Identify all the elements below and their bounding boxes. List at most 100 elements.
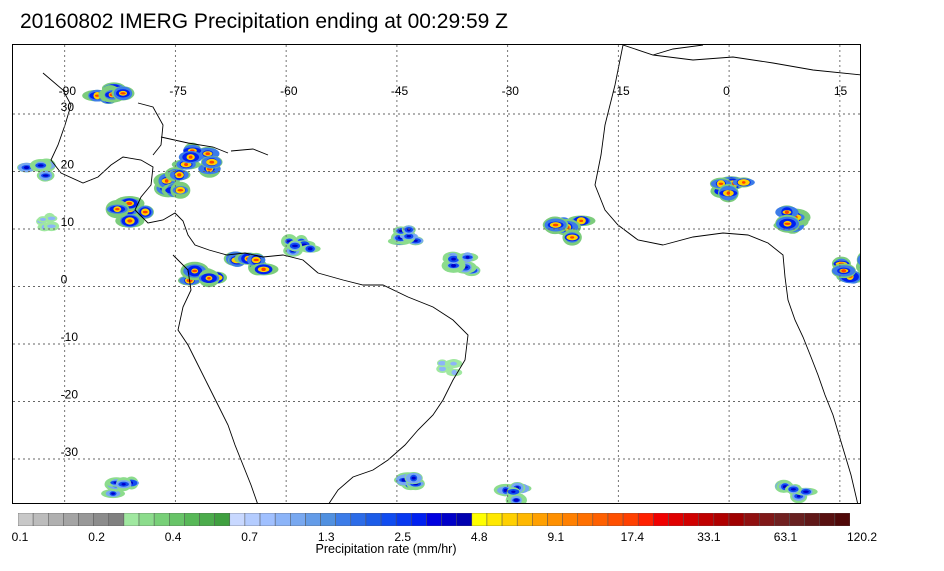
colorbar-swatch — [93, 513, 110, 526]
colorbar-swatch — [819, 513, 836, 526]
colorbar-swatch — [214, 513, 231, 526]
precip-cell — [115, 207, 120, 211]
colorbar-swatch — [395, 513, 412, 526]
coastline-south-america — [172, 254, 258, 503]
colorbar-tick-label: 0.2 — [88, 530, 105, 544]
coastline-hispaniola — [230, 148, 269, 156]
precip-cell — [796, 494, 801, 498]
longitude-label: -45 — [391, 84, 409, 98]
precip-cell — [23, 166, 30, 170]
precip-cell — [450, 361, 457, 366]
precip-cell — [450, 263, 457, 268]
precip-cell — [511, 490, 516, 493]
longitude-label: -30 — [502, 84, 520, 98]
precip-cell — [841, 269, 847, 273]
colorbar-swatch — [834, 513, 850, 526]
precip-cell — [253, 258, 259, 262]
colorbar-swatch — [32, 513, 49, 526]
colorbar-swatch — [668, 513, 684, 526]
colorbar-swatch — [592, 513, 609, 526]
precip-cell — [192, 269, 198, 273]
precip-cell — [411, 476, 416, 480]
colorbar-tick-label: 9.1 — [547, 530, 565, 544]
colorbar-swatch — [305, 513, 321, 526]
colorbar-swatch — [607, 513, 624, 526]
colorbar-tick-label: 0.1 — [11, 530, 29, 544]
precip-cell — [127, 219, 133, 223]
precip-cell — [726, 191, 731, 195]
colorbar-swatch — [274, 513, 291, 526]
colorbar-swatch — [320, 513, 336, 526]
colorbar-tick-label: 0.7 — [241, 530, 258, 544]
colorbar-swatch — [335, 513, 352, 526]
colorbar-swatch — [426, 513, 442, 526]
colorbar-swatch — [774, 513, 790, 526]
colorbar-swatch — [123, 513, 140, 526]
precip-cell — [261, 267, 266, 272]
colorbar-swatch — [562, 513, 578, 526]
precip-cell — [307, 247, 313, 251]
longitude-label: -75 — [169, 84, 187, 98]
colorbar-swatch — [441, 513, 457, 526]
coastline-africa-northwest — [594, 45, 664, 246]
colorbar-swatch — [78, 513, 94, 526]
precip-cell — [120, 92, 126, 95]
colorbar-tick-label: 33.1 — [697, 530, 721, 544]
map-canvas: -90 -75 -60 -45 -30 -15 0 15 30 20 10 0 -10 -20 -30 — [13, 45, 860, 503]
colorbar-tick-label: 17.4 — [620, 530, 645, 544]
colorbar-swatch — [411, 513, 427, 526]
precip-cell — [209, 160, 215, 164]
precip-cell — [164, 179, 169, 183]
colorbar — [18, 513, 850, 526]
colorbar-swatch — [486, 513, 503, 526]
precip-cell — [451, 257, 456, 261]
precip-cell — [570, 236, 575, 239]
colorbar-swatch — [169, 513, 185, 526]
colorbar-tick-label: 0.4 — [164, 530, 182, 544]
precip-cell — [121, 482, 126, 486]
colorbar-swatch — [229, 513, 246, 526]
colorbar-swatch — [743, 513, 760, 526]
colorbar-swatch — [259, 513, 276, 526]
colorbar-swatch — [728, 513, 745, 526]
precip-cell — [784, 210, 789, 214]
colorbar-title: Precipitation rate (mm/hr) — [315, 542, 457, 556]
colorbar-swatch — [184, 513, 200, 526]
precip-cell — [790, 488, 796, 491]
longitude-label: 0 — [723, 84, 730, 98]
colorbar-swatch — [290, 513, 306, 526]
precip-cell — [413, 239, 418, 243]
precip-cell — [47, 224, 56, 228]
colorbar-swatch — [350, 513, 367, 526]
longitude-label: 15 — [834, 84, 848, 98]
precip-cell — [438, 360, 447, 366]
coastline-mediterranean — [622, 45, 860, 76]
precip-cell — [292, 244, 298, 248]
colorbar-swatch — [577, 513, 594, 526]
colorbar-swatches — [18, 513, 850, 526]
precip-cell — [859, 259, 860, 261]
grid-labels: -90 -75 -60 -45 -30 -15 0 15 30 20 10 0 -10 -20 -30 — [59, 84, 848, 459]
coastline-florida — [137, 102, 164, 156]
coastline-africa-north — [652, 45, 704, 56]
colorbar-swatch — [532, 513, 548, 526]
colorbar-swatch — [18, 513, 34, 526]
colorbar-tick-label: 4.8 — [470, 530, 488, 544]
coastline-north-america — [42, 72, 319, 274]
colorbar-swatch — [501, 513, 518, 526]
colorbar-swatch — [683, 513, 699, 526]
precip-cell — [111, 492, 115, 495]
latitude-label: 20 — [61, 158, 75, 172]
coastline-africa-west — [784, 276, 858, 503]
map-title: 20160802 IMERG Precipitation ending at 0… — [20, 10, 508, 33]
latitude-label: -30 — [61, 445, 79, 459]
precip-cell — [465, 255, 470, 259]
colorbar-swatch — [456, 513, 473, 526]
precip-cell — [207, 276, 211, 280]
colorbar-swatch — [622, 513, 639, 526]
precipitation-map: -90 -75 -60 -45 -30 -15 0 15 30 20 10 0 -10 -20 -30 — [12, 44, 861, 504]
colorbar-tick-label: 2.5 — [394, 530, 412, 544]
latitude-label: 30 — [61, 100, 75, 114]
precip-cell — [39, 217, 47, 221]
precip-cell — [177, 173, 182, 177]
